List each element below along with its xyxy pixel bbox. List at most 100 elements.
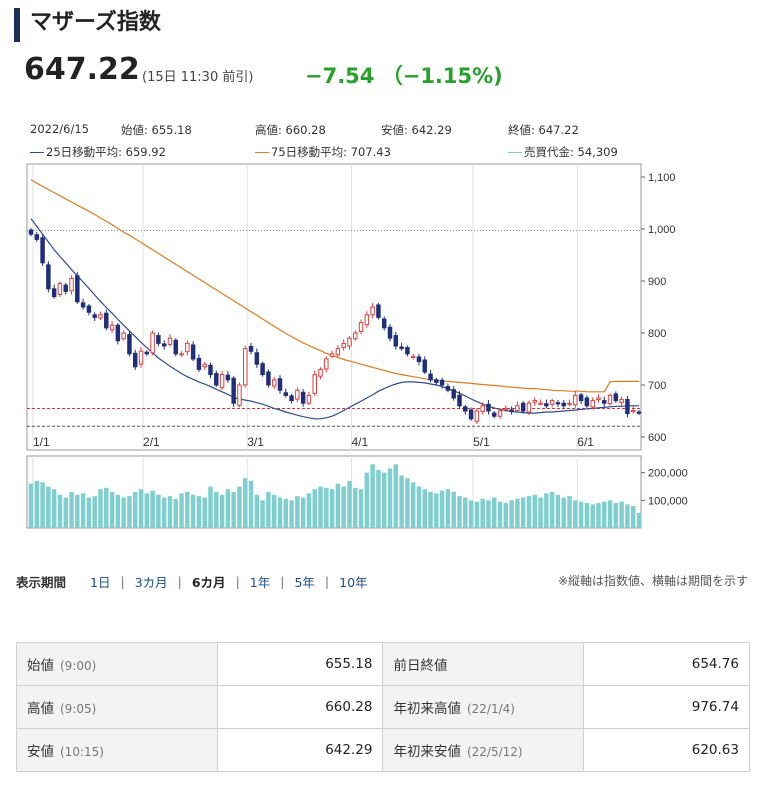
volume-bar (405, 478, 410, 528)
candle-body (214, 373, 219, 386)
volume-bar (544, 493, 549, 528)
candle-body (451, 389, 456, 399)
table-row: 高値 (9:05) 660.28 年初来高値 (22/1/4) 976.74 (16, 685, 750, 729)
candle-body (289, 395, 294, 402)
volume-bar (289, 500, 294, 528)
volume-bar (607, 500, 613, 528)
candle-body (584, 397, 590, 407)
stat-note: (9:00) (60, 659, 97, 673)
candle-body (463, 406, 468, 412)
stat-note: (10:15) (60, 745, 104, 759)
candle-body (509, 409, 514, 412)
volume-bar (376, 469, 381, 528)
volume-bar (127, 496, 132, 528)
volume-bar (457, 496, 462, 528)
volume-bar (260, 500, 265, 528)
candle-body (132, 352, 138, 368)
volume-bar (63, 497, 68, 528)
volume-bar (486, 500, 491, 528)
ma75-legend-line (255, 152, 269, 153)
period-option-5y[interactable]: 5年 (294, 575, 315, 590)
volume-bar (57, 494, 63, 528)
volume-bar (497, 501, 503, 528)
stats-table: 始値 (9:00) 655.18 前日終値 654.76 高値 (9:05) 660… (16, 642, 750, 772)
volume-bar (520, 497, 526, 528)
period-option-3m[interactable]: 3カ月 (134, 575, 168, 590)
candle-body (578, 394, 584, 402)
period-option-6m[interactable]: 6カ月 (191, 575, 226, 590)
candle-body (237, 384, 242, 406)
candle-body (341, 342, 346, 349)
volume-bar (28, 483, 34, 528)
price-timestamp: (15日 11:30 前引) (142, 70, 254, 85)
candle-body (185, 342, 190, 353)
candle-body (625, 399, 630, 415)
volume-bar (561, 497, 566, 528)
volume-bar (225, 489, 231, 528)
stat-note: (9:05) (60, 702, 97, 716)
candle-body (335, 348, 341, 356)
period-option-1d[interactable]: 1日 (90, 575, 111, 590)
volume-bar (248, 480, 254, 528)
candle-body (532, 400, 538, 403)
candle-body (434, 379, 439, 383)
candle-body (393, 335, 399, 347)
price-change: −7.54 （−1.15%) (305, 64, 503, 88)
volume-bar (434, 493, 439, 528)
candle-body (607, 394, 613, 405)
period-option-10y[interactable]: 10年 (339, 575, 368, 590)
volume-bar (51, 489, 57, 528)
candle-body (75, 275, 80, 303)
volume-bar (306, 493, 312, 528)
volume-bar (445, 489, 451, 528)
volume-bar (243, 478, 248, 528)
candle-body (486, 403, 491, 412)
volume-bar (468, 500, 474, 528)
volume-bar (567, 496, 572, 528)
ma25-line (30, 218, 639, 420)
month-label: 6/1 (577, 435, 594, 449)
volume-bar (208, 486, 213, 528)
candle-body (561, 402, 566, 407)
candle-body (144, 351, 150, 355)
period-separator: | (324, 574, 330, 589)
candle-body (138, 350, 144, 365)
info-ma25: 25日移動平均: 659.92 (30, 144, 166, 160)
candle-body (121, 332, 126, 340)
volume-bar (156, 494, 161, 528)
volume-bar (150, 490, 155, 528)
candle-body (497, 410, 503, 417)
volume-label: 売買代金: 54,309 (524, 145, 618, 159)
volume-bar (492, 497, 497, 528)
candle-body (260, 363, 265, 376)
candle-body (86, 305, 92, 313)
candle-body (347, 337, 352, 347)
volume-bar (214, 492, 219, 528)
volume-bar (590, 504, 595, 528)
volume-bar (439, 490, 445, 528)
candle-body (92, 314, 97, 318)
candle-body (590, 400, 595, 408)
candle-body (439, 379, 445, 386)
info-open: 始値: 655.18 (121, 123, 192, 137)
candle-body (69, 277, 74, 292)
period-option-1y[interactable]: 1年 (249, 575, 271, 590)
candle-body (370, 306, 375, 316)
volume-bar (399, 475, 404, 528)
candle-body (98, 314, 103, 319)
volume-bar (34, 480, 40, 528)
table-row: 始値 (9:00) 655.18 前日終値 654.76 (16, 642, 750, 686)
info-low: 安値: 642.29 (381, 123, 452, 137)
volume-bar (584, 503, 590, 528)
candle-body (115, 324, 121, 342)
stat-label: 年初来安値 (22/5/12) (382, 728, 585, 772)
candle-body (271, 379, 277, 387)
candle-body (422, 359, 427, 373)
candle-body (150, 332, 155, 354)
candle-body (34, 234, 40, 240)
volume-bar (370, 464, 375, 528)
stat-label: 高値 (9:05) (16, 685, 218, 729)
volume-bar (231, 492, 236, 528)
stat-label: 年初来高値 (22/1/4) (382, 685, 585, 729)
volume-bar (549, 492, 555, 528)
